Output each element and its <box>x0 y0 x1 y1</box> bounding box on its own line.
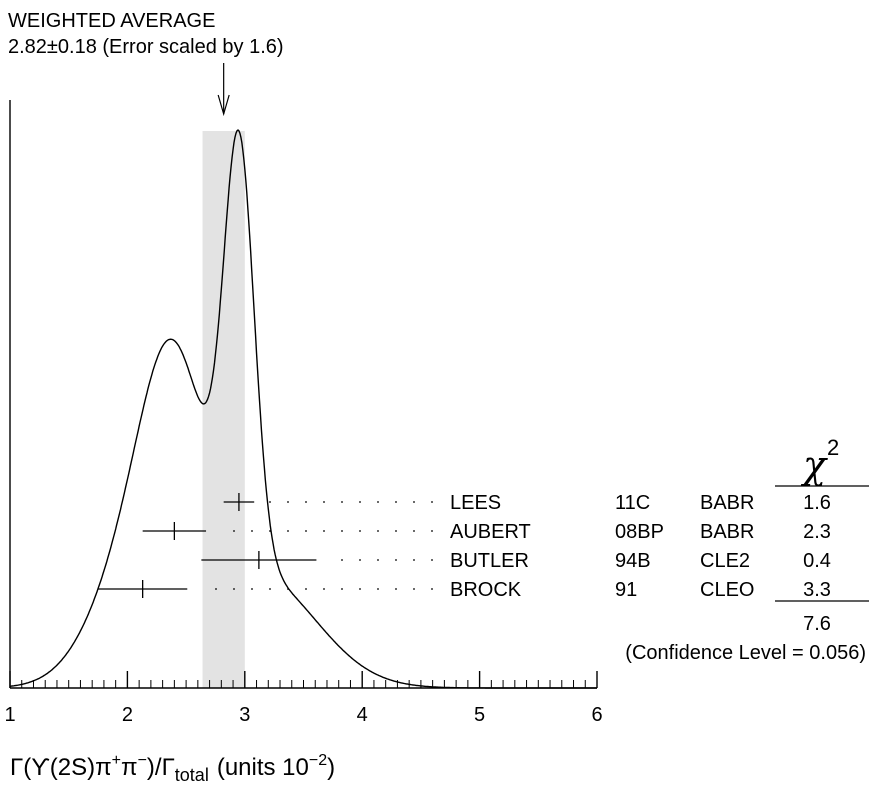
ideogram-curve <box>9 129 597 689</box>
leader-dot <box>377 501 379 503</box>
leader-dot <box>431 588 433 590</box>
x-axis-label: Γ(ϒ(2S)π+π−)/Γtotal (units 10−2) <box>10 752 335 785</box>
chi2-symbol: χ <box>800 443 828 487</box>
leader-dot <box>359 559 361 561</box>
leader-dot <box>287 588 289 590</box>
measurement-experiment: BABR <box>700 521 754 543</box>
leader-dot <box>251 530 253 532</box>
x-tick-label: 6 <box>591 704 602 726</box>
measurement-ref: 08BP <box>615 521 664 543</box>
leader-dot <box>413 588 415 590</box>
leader-dot <box>341 588 343 590</box>
x-tick-label: 1 <box>4 704 15 726</box>
arrow-head <box>217 94 230 117</box>
leader-dot <box>341 559 343 561</box>
weighted-average-arrow <box>217 63 230 117</box>
x-axis-label-sup2: − <box>138 752 147 769</box>
leader-dot <box>377 559 379 561</box>
measurement-experiment: CLE2 <box>700 550 750 572</box>
leader-dot <box>233 530 235 532</box>
x-tick-label: 3 <box>239 704 250 726</box>
x-axis-label-pi2: π <box>121 754 138 781</box>
leader-dot <box>341 501 343 503</box>
weighted-average-band <box>202 131 245 688</box>
measurement-ref: 94B <box>615 550 651 572</box>
leader-dot <box>251 588 253 590</box>
leader-dot <box>377 530 379 532</box>
x-axis-label-close: ) <box>327 754 335 781</box>
chart-title: WEIGHTED AVERAGE <box>8 10 215 32</box>
chi2-total: 7.6 <box>803 613 831 635</box>
leader-dot <box>269 530 271 532</box>
leader-dot <box>395 530 397 532</box>
leader-dot <box>269 501 271 503</box>
weighted-average-value: 2.82±0.18 (Error scaled by 1.6) <box>8 36 284 58</box>
leader-dot <box>269 588 271 590</box>
leader-dot <box>287 530 289 532</box>
leader-dot <box>305 588 307 590</box>
measurement-experiment: CLEO <box>700 579 754 601</box>
leader-dot <box>395 559 397 561</box>
measurement-name: BUTLER <box>450 550 529 572</box>
measurement-name: AUBERT <box>450 521 531 543</box>
x-tick-label: 5 <box>474 704 485 726</box>
x-axis-label-div: )/Γ <box>147 754 175 781</box>
confidence-level: (Confidence Level = 0.056) <box>625 642 866 664</box>
measurement-chi2: 3.3 <box>803 579 831 601</box>
measurement-experiment: BABR <box>700 492 754 514</box>
measurement-ref: 91 <box>615 579 637 601</box>
leader-dot <box>431 559 433 561</box>
x-axis-label-main: Γ(ϒ(2S)π <box>10 754 112 781</box>
leader-dot <box>233 588 235 590</box>
leader-dot <box>431 501 433 503</box>
leader-dot <box>359 501 361 503</box>
leader-dot <box>323 530 325 532</box>
x-axis-label-sup1: + <box>112 752 121 769</box>
x-axis-label-exp: −2 <box>309 752 327 769</box>
measurement-chi2: 0.4 <box>803 550 831 572</box>
measurement-name: LEES <box>450 492 501 514</box>
leader-dot <box>341 530 343 532</box>
leader-dot <box>215 588 217 590</box>
leader-dot <box>323 588 325 590</box>
leader-dot <box>305 501 307 503</box>
x-axis-label-sub: total <box>175 765 209 785</box>
leader-dot <box>395 501 397 503</box>
leader-dot <box>323 501 325 503</box>
leader-dot <box>287 501 289 503</box>
x-axis-label-units: (units 10 <box>217 754 309 781</box>
leader-dot <box>413 530 415 532</box>
measurement-name: BROCK <box>450 579 522 601</box>
x-tick-label: 4 <box>357 704 368 726</box>
leader-dot <box>395 588 397 590</box>
measurement-chi2: 1.6 <box>803 492 831 514</box>
leader-dot <box>431 530 433 532</box>
x-tick-label: 2 <box>122 704 133 726</box>
leader-dot <box>359 588 361 590</box>
leader-dot <box>413 559 415 561</box>
measurement-ref: 11C <box>615 492 650 514</box>
leader-dot <box>305 530 307 532</box>
chi2-exponent: 2 <box>827 435 839 460</box>
leader-dot <box>377 588 379 590</box>
measurement-chi2: 2.3 <box>803 521 831 543</box>
leader-dot <box>359 530 361 532</box>
leader-dot <box>413 501 415 503</box>
